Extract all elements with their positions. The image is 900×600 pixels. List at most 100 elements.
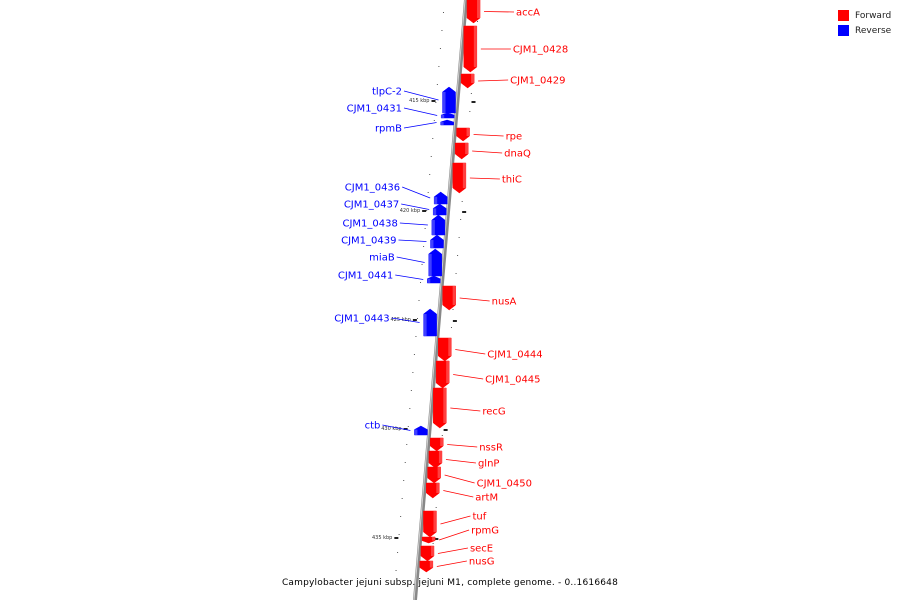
gene-CJM1_0429[interactable]: CJM1_0429 [460, 73, 565, 89]
gene-nusG[interactable]: nusG [419, 557, 495, 573]
gene-label[interactable]: nssR [479, 443, 503, 454]
gene-arrow[interactable] [432, 203, 447, 216]
gene-label[interactable]: nusG [469, 557, 495, 568]
gene-arrow[interactable] [433, 191, 448, 205]
gene-tuf[interactable]: tuf [423, 510, 487, 538]
gene-label[interactable]: CJM1_0431 [347, 104, 402, 115]
gene-arrow[interactable] [421, 536, 436, 544]
gene-leader-line [391, 317, 420, 323]
gene-arrow[interactable] [419, 560, 434, 573]
gene-arrow[interactable] [438, 337, 452, 362]
gene-nusA[interactable]: nusA [442, 285, 517, 311]
gene-tlpC-2[interactable]: tlpC-2 [372, 87, 456, 114]
gene-arrow[interactable] [420, 545, 435, 562]
gene-arrow[interactable] [460, 73, 475, 89]
gene-label[interactable]: rpmB [375, 124, 402, 135]
gene-arrow[interactable] [414, 425, 428, 436]
gene-arrow[interactable] [426, 482, 440, 499]
gene-label[interactable]: glnP [478, 459, 500, 470]
gene-arrow[interactable] [454, 142, 469, 160]
gene-arrow[interactable] [431, 214, 446, 236]
gene-CJM1_0445[interactable]: CJM1_0445 [435, 360, 541, 389]
gene-arrow[interactable] [440, 119, 454, 126]
gene-arrow[interactable] [456, 127, 470, 142]
gene-secE[interactable]: secE [420, 544, 493, 562]
gene-accA[interactable]: accA [466, 0, 540, 24]
gene-rpmG[interactable]: rpmG [421, 526, 499, 544]
gene-thiC[interactable]: thiC [452, 162, 522, 194]
kbp-tick-label: 420 kbp [400, 208, 420, 214]
gene-label[interactable]: thiC [502, 175, 522, 186]
gene-label[interactable]: ctb [365, 421, 381, 432]
gene-rpmB[interactable]: rpmB [375, 119, 454, 135]
gene-arrow[interactable] [423, 510, 437, 538]
gene-label[interactable]: CJM1_0428 [513, 45, 568, 56]
gene-label[interactable]: dnaQ [504, 149, 531, 160]
minor-tick-dot [415, 336, 417, 337]
gene-arrow[interactable] [433, 387, 447, 429]
minor-tick-dot [420, 282, 422, 283]
minor-tick-dot [410, 390, 412, 391]
gene-label[interactable]: CJM1_0444 [487, 350, 542, 361]
gene-label[interactable]: rpe [506, 132, 523, 143]
gene-dnaQ[interactable]: dnaQ [454, 142, 531, 160]
gene-CJM1_0441[interactable]: CJM1_0441 [338, 271, 441, 284]
gene-label[interactable]: CJM1_0437 [344, 200, 399, 211]
gene-arrow[interactable] [442, 285, 456, 311]
gene-miaB[interactable]: miaB [369, 248, 442, 277]
gene-shade [471, 74, 475, 83]
minor-tick-dot [423, 246, 425, 247]
gene-arrow[interactable] [423, 308, 437, 337]
gene-arrow[interactable] [428, 248, 442, 277]
gene-label[interactable]: recG [482, 407, 505, 418]
gene-leader-line [473, 134, 504, 137]
gene-arrow[interactable] [426, 275, 441, 284]
gene-shade [433, 208, 437, 215]
gene-arrow[interactable] [429, 437, 444, 452]
gene-label[interactable]: miaB [369, 253, 395, 264]
gene-label[interactable]: accA [516, 8, 540, 19]
gene-label[interactable]: CJM1_0438 [343, 219, 398, 230]
gene-CJM1_0444[interactable]: CJM1_0444 [438, 337, 543, 362]
gene-arrow[interactable] [452, 162, 467, 194]
gene-CJM1_0439[interactable]: CJM1_0439 [341, 234, 444, 249]
gene-arrow[interactable] [442, 86, 456, 114]
gene-label[interactable]: tuf [472, 512, 486, 523]
gene-arrow[interactable] [440, 112, 455, 119]
gene-CJM1_0443[interactable]: CJM1_0443 [334, 308, 437, 337]
gene-label[interactable]: CJM1_0439 [341, 236, 396, 247]
gene-label[interactable]: rpmG [471, 526, 499, 537]
gene-arrow[interactable] [428, 450, 443, 469]
gene-label[interactable]: CJM1_0445 [485, 375, 540, 386]
gene-arrow[interactable] [427, 466, 441, 484]
gene-arrow[interactable] [466, 0, 481, 24]
gene-leader-line [403, 122, 437, 129]
gene-label[interactable]: CJM1_0429 [510, 76, 565, 87]
gene-label[interactable]: CJM1_0443 [334, 314, 389, 325]
gene-label[interactable]: CJM1_0450 [477, 479, 532, 490]
gene-label[interactable]: CJM1_0441 [338, 271, 393, 282]
gene-label[interactable]: secE [470, 544, 493, 555]
gene-shade [465, 143, 469, 154]
gene-artM[interactable]: artM [426, 482, 498, 504]
gene-rpe[interactable]: rpe [456, 127, 523, 143]
gene-CJM1_0428[interactable]: CJM1_0428 [463, 25, 568, 73]
gene-recG[interactable]: recG [433, 387, 506, 429]
gene-label[interactable]: artM [475, 493, 498, 504]
gene-arrow[interactable] [435, 360, 450, 389]
gene-ctb[interactable]: ctb [365, 421, 428, 436]
gene-arrow[interactable] [430, 234, 444, 249]
gene-glnP[interactable]: glnP [428, 450, 500, 470]
gene-CJM1_0431[interactable]: CJM1_0431 [347, 104, 455, 119]
minor-tick-dot [413, 354, 415, 355]
gene-label[interactable]: tlpC-2 [372, 87, 402, 98]
gene-CJM1_0437[interactable]: CJM1_0437 [344, 200, 447, 216]
gene-CJM1_0436[interactable]: CJM1_0436 [345, 183, 448, 205]
gene-CJM1_0438[interactable]: CJM1_0438 [343, 214, 446, 236]
gene-label[interactable]: CJM1_0436 [345, 183, 400, 194]
gene-label[interactable]: nusA [492, 297, 517, 308]
gene-nssR[interactable]: nssR [429, 437, 503, 454]
gene-shade [430, 240, 434, 248]
gene-arrow[interactable] [463, 25, 478, 73]
gene-CJM1_0450[interactable]: CJM1_0450 [427, 466, 532, 490]
